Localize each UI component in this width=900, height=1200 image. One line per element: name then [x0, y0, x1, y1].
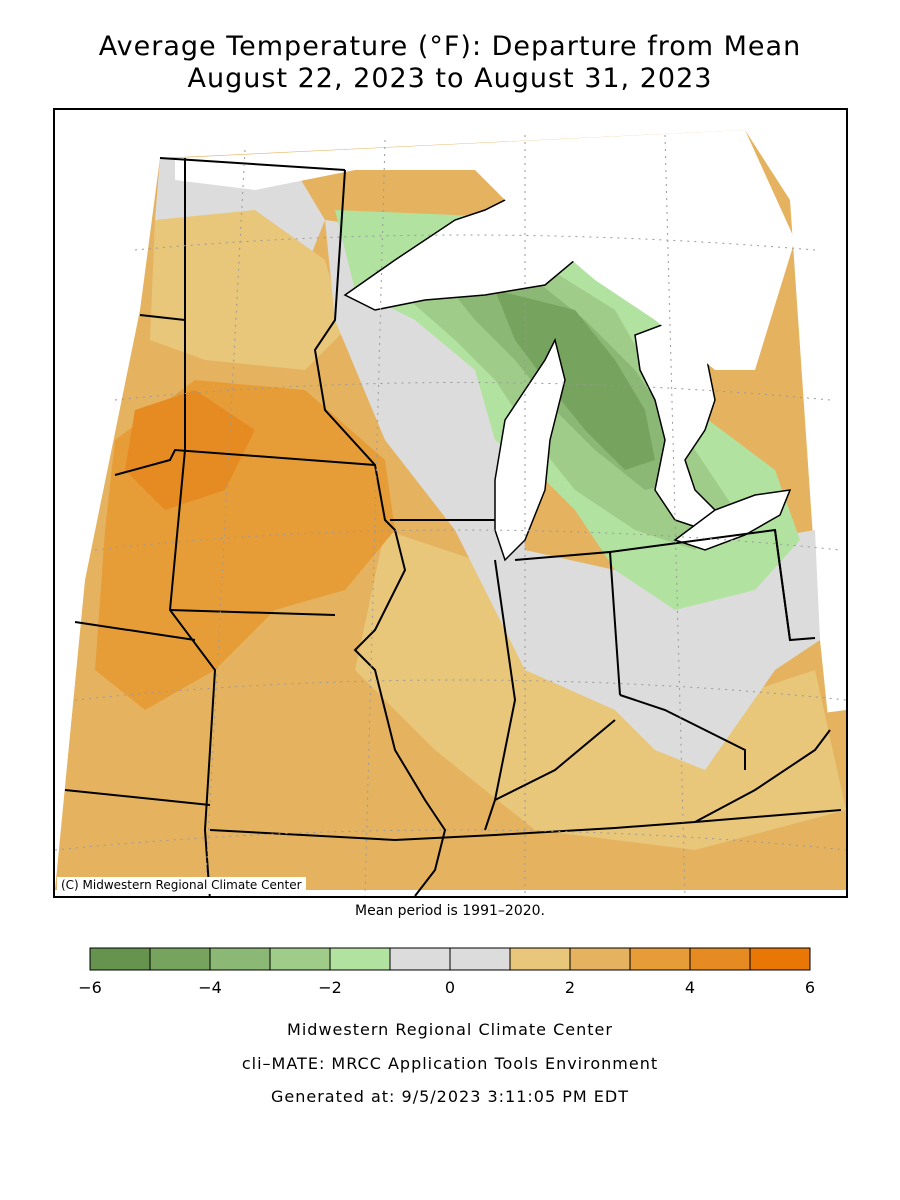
legend-box [89, 947, 151, 971]
mean-period-note: Mean period is 1991–2020. [355, 903, 545, 919]
canada-land [175, 130, 795, 370]
legend-tick-label: 4 [685, 978, 695, 997]
temperature-departure-map: (C) Midwestern Regional Climate Center [53, 108, 848, 898]
legend-box [389, 947, 451, 971]
legend-box [149, 947, 211, 971]
state-borders [64, 157, 842, 896]
legend-box [269, 947, 331, 971]
legend-box [569, 947, 631, 971]
footer-generated-time: Generated at: 9/5/2023 3:11:05 PM EDT [271, 1087, 629, 1106]
hot-core-center [125, 390, 255, 510]
legend-box [509, 947, 571, 971]
lake-erie [673, 489, 792, 551]
legend-tick-label: −6 [78, 978, 102, 997]
cool-zone-core [495, 290, 655, 470]
legend-tick-label: 2 [565, 978, 575, 997]
light-warm-north [150, 210, 345, 370]
neutral-corridor [325, 220, 820, 770]
lake-michigan [494, 337, 566, 562]
legend-tick-label: 0 [445, 978, 455, 997]
map-canvas [55, 130, 846, 896]
legend-box [329, 947, 391, 971]
legend-color-boxes [89, 947, 811, 971]
legend-box [689, 947, 751, 971]
legend-tick-label: 6 [805, 978, 815, 997]
footer-organization: Midwestern Regional Climate Center [287, 1020, 613, 1039]
legend-box [749, 947, 811, 971]
color-scale-legend: −6 −4 −2 0 2 4 6 [78, 947, 815, 997]
lat-lon-grid [55, 134, 846, 896]
copyright-label: (C) Midwestern Regional Climate Center [57, 877, 306, 894]
map-title-line1: Average Temperature (°F): Departure from… [98, 31, 802, 62]
legend-tick-label: −2 [318, 978, 342, 997]
legend-box [449, 947, 511, 971]
legend-box [629, 947, 691, 971]
footer-application: cli–MATE: MRCC Application Tools Environ… [241, 1054, 659, 1073]
legend-tick-labels: −6 −4 −2 0 2 4 6 [78, 978, 815, 997]
legend-tick-label: −4 [198, 978, 222, 997]
legend-box [209, 947, 271, 971]
map-title-line2: August 22, 2023 to August 31, 2023 [187, 63, 713, 94]
